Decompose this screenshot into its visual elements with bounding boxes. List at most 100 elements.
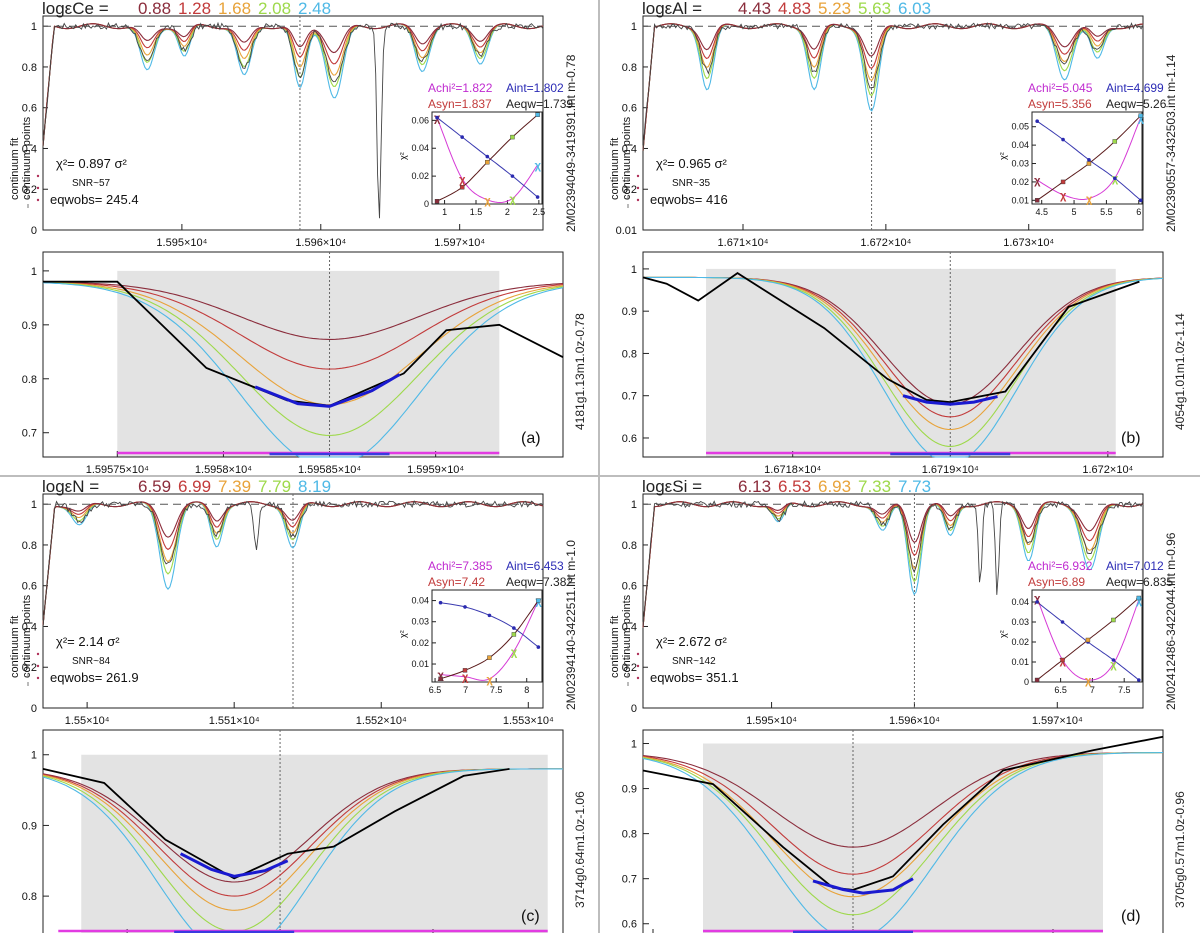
inset-x-tick-label: 8 xyxy=(524,685,529,695)
inset-x-tick-label: 4.5 xyxy=(1035,207,1048,217)
side-label-model: 4054g1.01m1.0z-1.14 xyxy=(1173,313,1187,430)
chi2-point: χ xyxy=(462,672,469,684)
inset-y-tick-label: 0.02 xyxy=(411,171,429,181)
inset-y-tick-label: 0.04 xyxy=(1011,140,1029,150)
overview-y-tick-label: 0.6 xyxy=(22,103,37,115)
zoom-y-tick-label: 0.8 xyxy=(22,891,37,903)
zoom-y-tick-label: 1 xyxy=(31,750,37,762)
side-label-star: 2M02412486-3422044.int m-0.96 xyxy=(1164,532,1178,710)
abundance-value-4: 2.08 xyxy=(258,0,291,18)
inset-y-tick-label: 0.04 xyxy=(411,143,429,153)
abundance-header: logεN = xyxy=(42,477,99,496)
inset-y-tick-label: 0.02 xyxy=(1011,637,1029,647)
inset-y-label: χ² xyxy=(398,152,408,160)
inset-y-tick-label: 0.03 xyxy=(411,617,429,627)
side-label-model: 4181g1.13m1.0z-0.78 xyxy=(573,313,587,430)
overview-plot: 0 0.2 0.4 0.6 0.8 1 1.55×10⁴ 1.551×10⁴ 1.552×10⁴… xyxy=(22,493,554,727)
inset-x-tick-label: 5 xyxy=(1072,207,1077,217)
zoom-y-tick-label: 0.8 xyxy=(622,829,637,841)
legend-point-swatch xyxy=(36,198,40,202)
eqw-stat: eqwobs= 351.1 xyxy=(650,670,739,685)
zoom-gaussian-fit xyxy=(902,394,998,406)
overview-y-tick-label: 0.6 xyxy=(622,581,637,593)
a-chi-metric: Achi²=1.822 xyxy=(428,81,493,95)
abundance-value-1: 6.59 xyxy=(138,477,171,496)
overview-y-tick-label: 0.8 xyxy=(622,62,637,74)
a-eqw-metric: Aeqw=7.382 xyxy=(506,575,573,589)
legend-point-swatch xyxy=(636,676,640,680)
observed-spectrum xyxy=(642,22,1144,151)
synthetic-spectrum-1 xyxy=(642,23,1144,151)
inset-chi2-plot: 0.010.020.030.046.577.58χ²χχχχχ xyxy=(398,589,543,695)
panel-label: (d) xyxy=(1121,908,1141,925)
inset-x-tick-label: 7.5 xyxy=(1118,685,1131,695)
eqw-point xyxy=(487,655,492,660)
overview-plot: 0 0.2 0.4 0.6 0.8 1 1.595×10⁴ 1.596×10⁴ 1.597×10… xyxy=(22,15,544,249)
zoom-x-tick-label: 1.6719×10⁴ xyxy=(922,464,979,476)
legend-point-swatch xyxy=(636,198,640,202)
overview-y-tick-label: 0.01 xyxy=(616,225,637,237)
chi2-point: χ xyxy=(486,674,493,686)
zoom-y-tick-label: 0.9 xyxy=(622,784,637,796)
overview-x-tick-label: 1.553×10⁴ xyxy=(503,715,554,727)
overview-y-tick-label: 0.4 xyxy=(22,143,37,155)
chi2-point: χ xyxy=(1110,659,1117,671)
zoom-synthetic-1 xyxy=(43,281,564,340)
inset-frame xyxy=(431,589,543,683)
inset-x-tick-label: 1.5 xyxy=(470,207,483,217)
snr-stat: SNR~35 xyxy=(672,178,711,189)
overview-y-tick-label: 1 xyxy=(631,21,637,33)
chi2-stat: χ²= 0.897 σ² xyxy=(56,156,128,171)
equivalent-width-shade xyxy=(706,268,1116,457)
overview-x-tick-label: 1.597×10⁴ xyxy=(1032,715,1083,727)
abundance-header: logεAl = xyxy=(642,0,702,18)
eqw-point xyxy=(536,598,541,603)
a-eqw-metric: Aeqw=6.835 xyxy=(1106,575,1173,589)
overview-x-tick-label: 1.596×10⁴ xyxy=(295,237,346,249)
side-label-star: 2M02394049-3419391.int m-0.78 xyxy=(564,54,578,232)
chi2-stat: χ²= 0.965 σ² xyxy=(656,156,728,171)
overview-y-tick-label: 0.8 xyxy=(22,62,37,74)
a-chi-metric: Achi²=5.045 xyxy=(1028,81,1093,95)
legend-continuum-fit: continuum fit xyxy=(9,138,21,200)
legend-continuum-points: continuum points xyxy=(21,594,33,678)
abundance-value-4: 5.63 xyxy=(858,0,891,18)
a-syn-metric: Asyn=5.356 xyxy=(1028,97,1092,111)
legend-point-swatch xyxy=(36,664,40,668)
a-eqw-metric: Aeqw=1.739 xyxy=(506,97,573,111)
inset-y-tick-label: 0.06 xyxy=(411,115,429,125)
chi2-point: χ xyxy=(1086,193,1093,205)
zoom-y-tick-label: 0.9 xyxy=(622,306,637,318)
overview-x-tick-label: 1.672×10⁴ xyxy=(860,237,911,249)
inset-y-label: χ² xyxy=(998,630,1008,638)
zoom-synthetic-5 xyxy=(42,282,564,458)
inset-y-label: χ² xyxy=(398,630,408,638)
inset-frame xyxy=(1031,589,1143,683)
chi2-point: χ xyxy=(509,193,516,205)
zoom-plot: 0.6 0.7 0.8 0.9 1 1.6718×10⁴ 1.6719×10⁴ 1.672×1… xyxy=(622,251,1164,476)
zoom-y-tick-label: 1 xyxy=(631,264,637,276)
overview-frame xyxy=(42,15,544,231)
abundance-value-5: 2.48 xyxy=(298,0,331,18)
inset-y-tick-label: 0.04 xyxy=(1011,597,1029,607)
abundance-header: logεSi = xyxy=(642,477,702,496)
inset-x-tick-label: 7 xyxy=(1090,685,1095,695)
legend-continuum-fit: continuum fit xyxy=(9,616,21,678)
eqw-point xyxy=(462,668,468,673)
overview-y-tick-label: 1 xyxy=(31,21,37,33)
zoom-synthetic-3 xyxy=(42,281,564,406)
int-point xyxy=(1113,176,1117,181)
chi2-point: χ xyxy=(1136,595,1143,607)
panel-a: 0 0.2 0.4 0.6 0.8 1 1.595×10⁴ 1.596×10⁴ 1.597×10… xyxy=(9,0,587,476)
zoom-x-tick-label: 1.5958×10⁴ xyxy=(195,464,252,476)
abundance-value-1: 0.88 xyxy=(138,0,171,18)
chi2-point: χ xyxy=(1034,593,1041,605)
overview-y-tick-label: 0 xyxy=(31,703,37,715)
chi2-point: χ xyxy=(484,195,491,207)
side-label-model: 3705g0.57m1.0z-0.96 xyxy=(1173,791,1187,908)
abundance-value-3: 7.39 xyxy=(218,477,251,496)
eqw-point xyxy=(1086,161,1092,166)
int-point xyxy=(1035,600,1039,604)
inset-y-label: χ² xyxy=(998,152,1008,160)
legend-continuum-points: continuum points xyxy=(21,116,33,200)
